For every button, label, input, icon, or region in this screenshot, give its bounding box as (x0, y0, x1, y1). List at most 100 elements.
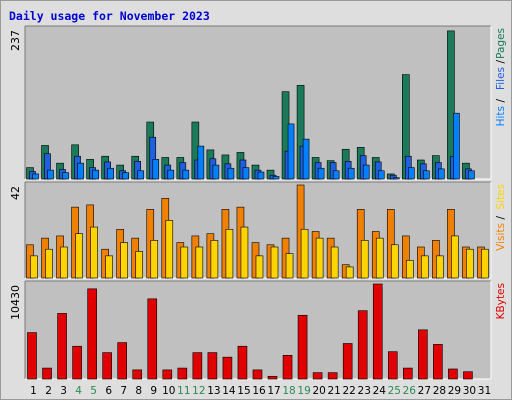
kbytes-bar-kbytes-day-15 (237, 345, 248, 380)
kbytes-bar-kbytes-day-21 (327, 372, 338, 380)
hits-files-pages-bar-pages-day-29 (453, 112, 460, 180)
hits-files-pages-bar-pages-day-21 (332, 170, 340, 180)
visits-sites-bar-sites-day-13 (210, 240, 219, 279)
visits-sites-bar-sites-day-11 (180, 246, 189, 279)
kbytes-bar-kbytes-day-26 (403, 367, 413, 380)
visits-sites-bar-sites-day-15 (240, 226, 249, 279)
x-tick-day-6: 6 (105, 385, 112, 397)
hits-files-pages-legend-separator: / (495, 99, 507, 103)
hits-files-pages-bar-pages-day-2 (47, 169, 54, 180)
hits-files-pages-bar-pages-day-7 (122, 172, 129, 180)
kbytes-ymax-label: 10430 (9, 285, 22, 320)
visits-sites-bar-sites-day-26 (406, 259, 414, 279)
visits-sites-bar-sites-day-18 (285, 253, 294, 279)
hits-files-pages-legend-pages: Pages (495, 28, 507, 59)
x-tick-day-8: 8 (135, 385, 142, 397)
hits-files-pages-bar-pages-day-25 (392, 177, 400, 180)
x-tick-day-9: 9 (150, 385, 157, 397)
visits-sites-bar-sites-day-24 (375, 237, 384, 279)
x-tick-day-1: 1 (30, 385, 37, 397)
x-tick-day-18: 18 (282, 385, 295, 397)
hits-files-pages-bar-pages-day-3 (62, 172, 69, 180)
hits-files-pages-bar-pages-day-11 (182, 169, 190, 180)
hits-files-pages-bar-pages-day-5 (92, 169, 99, 180)
kbytes-bar-kbytes-day-27 (418, 329, 428, 380)
kbytes-bar-kbytes-day-14 (222, 356, 233, 380)
hits-files-pages-bar-pages-day-13 (212, 164, 220, 180)
visits-sites-bar-sites-day-2 (45, 248, 53, 279)
hits-files-pages-bar-pages-day-8 (137, 170, 145, 180)
kbytes-bar-kbytes-day-1 (27, 332, 37, 380)
x-tick-day-31: 31 (478, 385, 491, 397)
kbytes-bar-kbytes-day-10 (162, 369, 173, 380)
x-tick-day-29: 29 (448, 385, 461, 397)
kbytes-bar-kbytes-day-17 (267, 375, 278, 380)
x-tick-day-2: 2 (45, 385, 52, 397)
x-tick-day-14: 14 (222, 385, 236, 397)
kbytes-bar-kbytes-day-22 (342, 343, 353, 380)
hits-files-pages-bar-pages-day-27 (423, 170, 430, 180)
x-tick-day-24: 24 (373, 385, 387, 397)
hits-files-pages-bar-pages-day-23 (362, 164, 370, 180)
hits-files-pages-bar-pages-day-24 (377, 170, 385, 180)
x-tick-day-26: 26 (403, 385, 417, 397)
visits-sites-bar-sites-day-12 (195, 246, 204, 279)
hits-files-pages-bar-pages-day-6 (107, 167, 114, 180)
visits-sites-bar-sites-day-29 (451, 235, 459, 279)
visits-sites-bar-sites-day-4 (75, 233, 83, 279)
kbytes-bar-kbytes-day-23 (357, 310, 368, 380)
x-tick-day-27: 27 (418, 385, 431, 397)
hits-files-pages-bar-pages-day-12 (197, 145, 205, 180)
visits-sites-bar-sites-day-9 (150, 240, 159, 279)
kbytes-bar-kbytes-day-11 (177, 367, 188, 380)
hits-files-pages-bar-pages-day-15 (242, 167, 250, 180)
x-tick-day-11: 11 (177, 385, 190, 397)
chart-title: Daily usage for November 2023 (9, 9, 210, 23)
kbytes-bar-kbytes-day-25 (387, 351, 398, 380)
kbytes-bar-kbytes-day-13 (207, 352, 218, 380)
visits-sites-legend-visits: Visits (495, 223, 507, 251)
hits-files-pages-bar-pages-day-19 (302, 138, 310, 180)
x-tick-day-21: 21 (327, 385, 340, 397)
hits-files-pages-bar-pages-day-28 (438, 168, 445, 180)
hits-files-pages-bar-pages-day-14 (227, 167, 235, 180)
visits-sites-bar-sites-day-31 (481, 248, 489, 279)
visits-sites-bar-sites-day-23 (360, 240, 369, 279)
visits-sites-bar-sites-day-19 (300, 228, 309, 279)
visits-sites-bar-sites-day-30 (466, 248, 474, 279)
hits-files-pages-plot-area (25, 26, 491, 179)
hits-files-pages-bar-pages-day-22 (347, 167, 355, 180)
kbytes-bar-kbytes-day-19 (297, 314, 308, 380)
visits-sites-bar-sites-day-25 (390, 244, 399, 279)
hits-files-pages-bar-pages-day-30 (468, 170, 475, 180)
hits-files-pages-bar-pages-day-4 (77, 162, 84, 180)
visits-sites-bar-visits-day-26 (402, 235, 410, 279)
x-tick-day-15: 15 (237, 385, 250, 397)
x-tick-day-20: 20 (312, 385, 325, 397)
visits-sites-bar-sites-day-1 (30, 255, 38, 279)
visits-sites-bar-sites-day-6 (105, 255, 113, 279)
x-tick-day-25: 25 (388, 385, 401, 397)
x-tick-day-13: 13 (207, 385, 220, 397)
hits-files-pages-bar-pages-day-26 (408, 167, 415, 180)
visits-sites-legend-sites: Sites (495, 184, 507, 210)
kbytes-bar-kbytes-day-2 (42, 367, 52, 380)
x-tick-day-19: 19 (297, 385, 310, 397)
kbytes-bar-kbytes-day-7 (117, 342, 127, 380)
visits-sites-bar-sites-day-17 (270, 246, 279, 279)
kbytes-bar-kbytes-day-6 (102, 352, 112, 380)
x-tick-day-12: 12 (192, 385, 205, 397)
x-tick-day-10: 10 (162, 385, 175, 397)
kbytes-bar-kbytes-day-24 (372, 283, 383, 380)
kbytes-bar-kbytes-day-12 (192, 352, 203, 380)
kbytes-bar-kbytes-day-30 (463, 371, 473, 380)
kbytes-bar-kbytes-day-8 (132, 369, 143, 380)
x-tick-day-22: 22 (343, 385, 356, 397)
visits-sites-bar-sites-day-7 (120, 242, 128, 279)
visits-sites-bar-sites-day-10 (165, 220, 174, 279)
visits-sites-bar-sites-day-21 (330, 246, 339, 279)
x-tick-day-16: 16 (252, 385, 266, 397)
kbytes-bar-kbytes-day-5 (87, 288, 97, 380)
x-tick-day-7: 7 (120, 385, 127, 397)
